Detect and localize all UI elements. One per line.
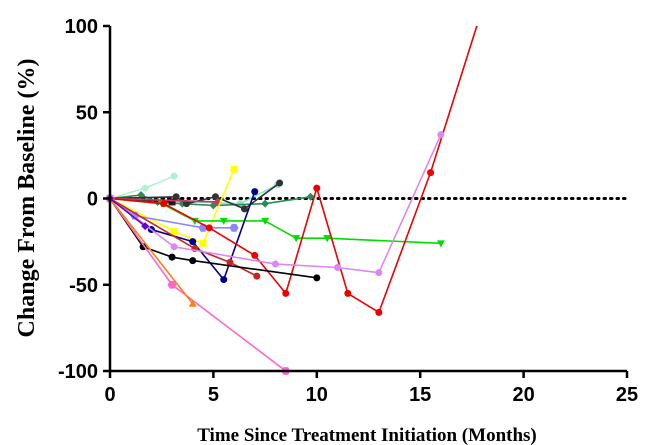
data-point (189, 238, 197, 246)
data-point (199, 239, 207, 247)
data-point (168, 198, 176, 206)
x-tick-label: 5 (208, 384, 219, 406)
data-point (313, 184, 321, 192)
data-point (271, 260, 279, 268)
data-point (427, 169, 435, 177)
data-point (323, 235, 332, 243)
series-16 (106, 194, 197, 307)
y-tick-label: 50 (76, 102, 98, 124)
data-point (251, 188, 259, 196)
series-line (109, 198, 287, 372)
series-line (109, 26, 478, 314)
data-point (167, 280, 177, 289)
data-point (437, 131, 445, 139)
tick-group: 0 5 10 15 20 25 -100 -50 0 50 100 (58, 16, 638, 406)
data-point (219, 217, 228, 225)
series-line (109, 198, 194, 305)
data-point (436, 240, 445, 248)
series-line (109, 168, 235, 245)
series-group (105, 26, 478, 375)
data-point (230, 165, 238, 173)
x-tick-label: 25 (616, 384, 638, 406)
data-point (236, 200, 244, 208)
data-point (333, 264, 341, 271)
data-point (261, 199, 270, 208)
data-point (282, 289, 290, 297)
series-13 (106, 195, 321, 282)
series-line (109, 134, 442, 274)
data-point (183, 200, 191, 208)
x-tick-label: 15 (409, 384, 431, 406)
data-point (220, 276, 228, 284)
data-point (141, 184, 149, 192)
data-point (170, 227, 178, 235)
series-line (109, 197, 146, 227)
data-point (344, 289, 352, 297)
data-point (313, 274, 321, 282)
data-point (170, 243, 178, 251)
data-point (375, 308, 383, 316)
data-point (261, 217, 270, 225)
data-point (188, 299, 197, 307)
data-point (141, 222, 150, 231)
data-point (170, 172, 178, 180)
data-point (292, 235, 301, 243)
series-line (109, 197, 258, 277)
y-axis-title: Change From Baseline (%) (14, 59, 40, 338)
data-point (253, 272, 261, 280)
data-point (375, 269, 383, 277)
data-point (276, 179, 284, 187)
data-point (251, 251, 259, 259)
y-tick-label: -50 (69, 275, 98, 297)
y-tick-label: 100 (65, 16, 98, 38)
data-point (160, 200, 168, 208)
data-point (226, 258, 234, 266)
x-tick-label: 0 (104, 384, 115, 406)
x-tick-label: 20 (512, 384, 534, 406)
data-point (306, 192, 315, 201)
data-point (168, 253, 176, 261)
data-point (139, 243, 147, 251)
y-tick-label: -100 (58, 361, 98, 383)
x-tick-label: 10 (306, 384, 328, 406)
data-point (229, 223, 239, 232)
series-11 (106, 26, 478, 316)
x-axis-title: Time Since Treatment Initiation (Months) (197, 425, 537, 445)
data-point (189, 257, 197, 265)
data-point (240, 205, 248, 213)
y-tick-label: 0 (87, 189, 98, 211)
data-point (205, 224, 213, 232)
